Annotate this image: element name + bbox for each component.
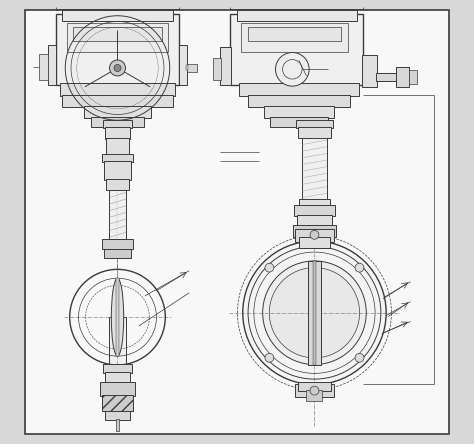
Bar [103, 120, 132, 128]
Circle shape [275, 52, 309, 86]
Bar [66, 23, 168, 52]
Bar [104, 249, 131, 258]
Bar [39, 54, 47, 80]
Bar [73, 27, 162, 40]
Bar [47, 45, 56, 85]
Bar [84, 106, 151, 118]
Bar [105, 127, 130, 139]
Bar [308, 261, 320, 365]
Circle shape [265, 263, 274, 272]
Bar [102, 154, 133, 162]
Bar [237, 10, 356, 20]
Bar [298, 382, 331, 391]
Bar [106, 179, 129, 190]
Bar [116, 420, 119, 431]
Bar [376, 73, 399, 81]
Bar [241, 23, 347, 52]
Circle shape [269, 268, 360, 358]
Circle shape [355, 263, 364, 272]
Bar [409, 70, 417, 84]
Bar [307, 390, 322, 401]
Bar [103, 364, 132, 373]
Bar [62, 95, 173, 107]
Circle shape [310, 386, 319, 395]
Bar [109, 127, 127, 240]
Bar [362, 55, 377, 87]
Bar [105, 373, 130, 383]
Bar [298, 127, 331, 138]
Bar [300, 237, 329, 248]
Bar [186, 65, 188, 70]
Bar [294, 384, 334, 397]
Circle shape [114, 64, 121, 71]
Bar [313, 261, 316, 365]
Bar [62, 10, 173, 20]
Bar [101, 239, 133, 250]
Bar [105, 411, 130, 420]
Bar [396, 67, 409, 87]
Bar [239, 83, 359, 96]
Circle shape [109, 60, 126, 76]
Bar [102, 395, 133, 412]
Bar [60, 83, 175, 96]
Bar [312, 384, 317, 385]
Bar [302, 127, 327, 200]
Circle shape [310, 230, 319, 239]
Bar [91, 117, 144, 127]
Bar [293, 225, 336, 238]
Bar [294, 229, 334, 242]
Circle shape [263, 261, 366, 365]
Bar [297, 215, 332, 226]
Bar [248, 27, 341, 40]
Bar [220, 47, 231, 85]
Bar [100, 382, 135, 396]
Bar [270, 117, 328, 127]
Circle shape [265, 353, 274, 362]
Bar [116, 278, 119, 356]
Circle shape [243, 241, 386, 385]
Circle shape [355, 353, 364, 362]
Bar [179, 45, 187, 85]
Bar [55, 14, 180, 85]
Ellipse shape [111, 278, 124, 356]
Bar [248, 95, 350, 107]
Bar [230, 14, 363, 85]
Bar [187, 63, 197, 71]
Bar [213, 58, 221, 80]
Bar [294, 205, 335, 216]
Bar [299, 198, 330, 206]
Bar [106, 138, 129, 155]
Bar [104, 161, 131, 180]
Bar [296, 120, 333, 128]
Bar [264, 106, 334, 118]
Bar [109, 317, 127, 365]
